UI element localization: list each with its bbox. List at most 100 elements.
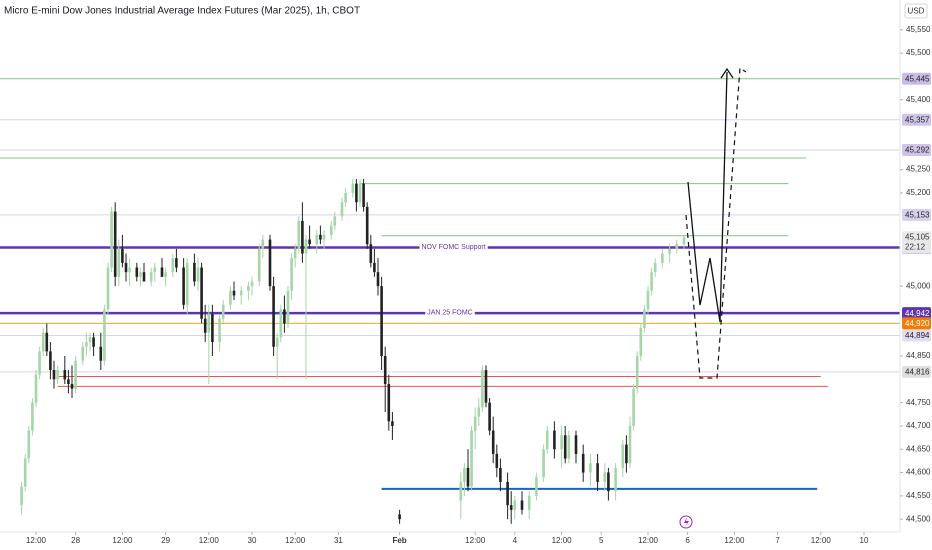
candle-body (283, 309, 286, 324)
candle-body (149, 272, 153, 282)
y-tick-label: 44,650 (906, 444, 931, 453)
candle-body (495, 453, 499, 468)
candle-body (113, 211, 117, 277)
price-label-bg (902, 208, 931, 221)
candle-body (308, 239, 311, 245)
candle-body (614, 467, 617, 492)
candle-body (520, 500, 524, 510)
currency-box[interactable] (904, 3, 928, 19)
x-tick-label: 12:00 (552, 536, 573, 545)
candle-body (477, 407, 481, 417)
candle-body (106, 267, 110, 310)
candle-body (41, 332, 45, 352)
countdown: 22:12 (905, 242, 926, 251)
candle-body (369, 244, 373, 263)
annotation-bg (419, 242, 488, 252)
candle-body (635, 356, 639, 389)
candle-body (653, 262, 657, 273)
candle-body (362, 183, 365, 207)
candle-body (200, 267, 203, 319)
y-tick-label: 44,750 (906, 398, 931, 407)
candle-body (646, 290, 650, 310)
candle-body (275, 337, 279, 347)
y-tick-label: 44,600 (906, 468, 931, 477)
candle-body (365, 206, 369, 245)
price-label-bg (902, 307, 931, 320)
candle-body (542, 449, 545, 478)
price-label-bg (902, 72, 931, 85)
candle-body (153, 267, 157, 273)
x-tick-label: 12:00 (285, 536, 306, 545)
candle-body (182, 267, 185, 305)
candle-body (596, 463, 599, 482)
candle-body (603, 472, 607, 482)
candle-body (463, 467, 466, 482)
candle-body (293, 248, 297, 259)
candle-body (196, 267, 200, 282)
candle-body (261, 239, 265, 249)
candle-body (124, 262, 128, 273)
projection-drawing (685, 66, 747, 379)
candle-body (355, 183, 358, 203)
x-tick-label: 12:00 (811, 536, 832, 545)
x-tick-label: Feb (392, 536, 406, 545)
candle-body (128, 267, 131, 273)
candle-body (333, 216, 337, 226)
candle-body (272, 286, 275, 347)
candle-body (481, 370, 484, 408)
candle-body (139, 272, 142, 277)
candle-body (207, 314, 211, 333)
price-label: 45,292 (905, 146, 930, 155)
x-tick-label: 12:00 (112, 536, 133, 545)
candle-body (387, 384, 391, 422)
price-label: 45,445 (905, 74, 930, 83)
candle-body (675, 244, 679, 249)
y-tick-label: 44,500 (906, 514, 931, 523)
candle-body (70, 384, 74, 389)
candle-body (473, 416, 477, 431)
candle-body (92, 337, 95, 347)
candle-body (322, 234, 326, 240)
y-tick-label: 45,000 (906, 281, 931, 290)
x-tick-label: 7 (775, 536, 780, 545)
candle-body (376, 272, 380, 287)
candle-body (351, 183, 355, 193)
candle-body (164, 272, 167, 277)
candle-body (628, 425, 632, 464)
price-label: 45,153 (905, 210, 930, 219)
candle-body (88, 337, 92, 343)
candle-body (110, 211, 113, 268)
candle-body (329, 225, 333, 235)
candle-body (301, 220, 304, 254)
candle-body (286, 290, 290, 324)
candle-body (682, 237, 686, 245)
candle-body (466, 467, 470, 487)
candle-body (391, 421, 394, 426)
candle-body (632, 388, 635, 426)
candle-body (509, 505, 513, 510)
candle-body (589, 463, 592, 473)
candle-body (103, 309, 106, 361)
candle-body (527, 495, 531, 510)
price-label-bg (902, 365, 931, 378)
candle-body (340, 202, 344, 217)
x-tick-label: 6 (685, 536, 690, 545)
y-tick-label: 45,200 (906, 188, 931, 197)
price-label-bg (902, 144, 931, 157)
annotation-bg (425, 308, 475, 318)
candle-body (279, 309, 283, 338)
x-tick-label: 30 (248, 536, 257, 545)
x-tick-label: 12:00 (638, 536, 659, 545)
x-tick-label: 10 (860, 536, 869, 545)
candle-body (563, 435, 567, 459)
candle-body (358, 183, 362, 203)
candle-body (247, 286, 250, 291)
last-price: 45,105 (905, 232, 930, 241)
y-tick-label: 45,400 (906, 95, 931, 104)
candle-body (506, 481, 509, 506)
candle-body (661, 253, 664, 263)
candle-body (319, 234, 322, 240)
price-label-bg (902, 329, 931, 342)
